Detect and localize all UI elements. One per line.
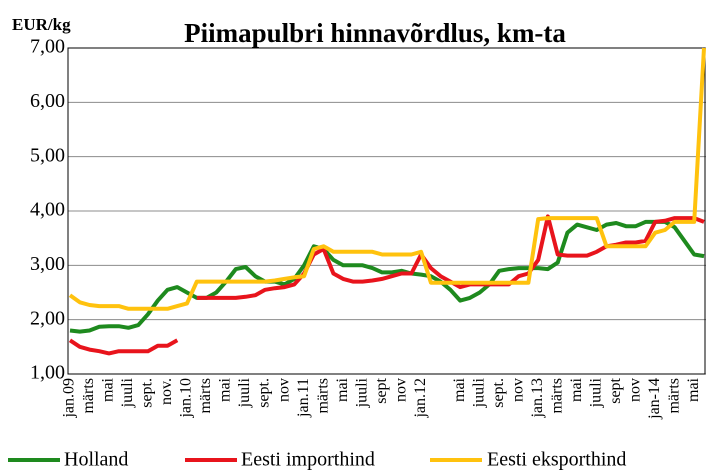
x-tick-label: märts	[80, 378, 97, 414]
plot-border	[67, 47, 706, 375]
x-tick-label: juuli	[587, 377, 604, 408]
series-line	[69, 219, 705, 334]
x-tick-label: sept.	[256, 378, 273, 408]
x-tick-label: sept.	[139, 378, 156, 408]
x-tick-label: jan.09	[61, 378, 78, 419]
x-tick-label: jan-14	[646, 378, 663, 420]
chart-title: Piimapulbri hinnavõrdlus, km-ta	[184, 18, 566, 48]
y-tick-label: 3,00	[30, 253, 65, 275]
x-tick-label: jan.11	[295, 378, 312, 418]
x-tick-label: märts	[197, 378, 214, 414]
x-tick-label: mai	[451, 377, 468, 402]
x-tick-label: nov	[275, 378, 292, 402]
y-axis-label: EUR/kg	[12, 15, 71, 34]
x-tick-label: juuli	[470, 377, 487, 408]
x-tick-label: mai	[568, 377, 585, 402]
x-tick-label: nov	[392, 378, 409, 402]
x-tick-label: märts	[314, 378, 331, 414]
x-tick-label: juuli	[236, 377, 253, 408]
x-tick-label: sept	[607, 377, 624, 403]
legend-label: Eesti eksporthind	[487, 449, 626, 471]
x-tick-label: jan.10	[178, 378, 195, 419]
x-tick-label: mai	[685, 377, 702, 402]
x-tick-label: nov	[626, 378, 643, 402]
x-tick-label: juuli	[353, 377, 370, 408]
x-tick-label: nov	[509, 378, 526, 402]
y-tick-label: 6,00	[30, 90, 65, 112]
x-tick-label: märts	[665, 378, 682, 414]
y-tick-label: 1,00	[30, 362, 65, 384]
y-tick-label: 2,00	[30, 307, 65, 329]
y-tick-label: 7,00	[30, 36, 65, 58]
x-tick-label: sept	[373, 377, 390, 403]
x-tick-label: mai	[217, 377, 234, 402]
series-line	[68, 47, 706, 311]
x-tick-label: jan.13	[529, 378, 546, 419]
y-tick-label: 5,00	[30, 144, 65, 166]
x-tick-label: mai	[334, 377, 351, 402]
legend-label: Holland	[64, 449, 128, 471]
x-tick-label: märts	[548, 378, 565, 414]
x-tick-label: juuli	[119, 377, 136, 408]
x-tick-label: sept.	[490, 378, 507, 408]
x-tick-label: mai	[100, 377, 117, 402]
y-tick-label: 4,00	[30, 199, 65, 221]
x-tick-label: nov.	[158, 378, 175, 405]
legend-label: Eesti importhind	[241, 449, 375, 471]
x-tick-label: jan.12	[412, 378, 429, 419]
series-line	[68, 214, 705, 356]
